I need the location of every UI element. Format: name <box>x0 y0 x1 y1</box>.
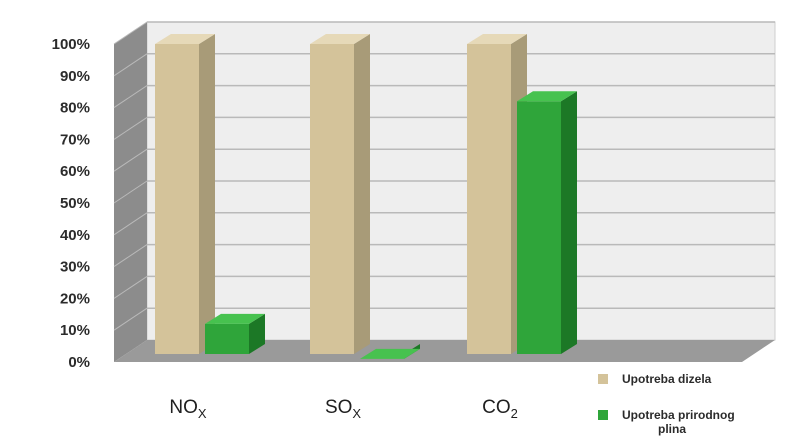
y-tick-label: 40% <box>60 227 90 244</box>
legend-swatch <box>598 374 608 384</box>
y-tick-label: 70% <box>60 131 90 148</box>
bar-top <box>155 34 215 44</box>
floor <box>114 340 775 362</box>
bar <box>155 34 215 354</box>
gridline-side <box>113 53 148 77</box>
y-tick-label: 60% <box>60 163 90 180</box>
gridline-side <box>113 275 148 299</box>
y-tick-label: 90% <box>60 68 90 85</box>
category-subscript: X <box>352 406 361 421</box>
bar-front <box>205 323 249 354</box>
legend-label-line: Upotreba prirodnog <box>622 408 735 422</box>
bar-front <box>310 44 354 354</box>
y-tick-label: 30% <box>60 259 90 276</box>
bar-side <box>199 34 215 354</box>
category-subscript: 2 <box>511 406 518 421</box>
category-main: SO <box>325 397 352 418</box>
gridline-side <box>113 244 148 268</box>
legend-label: Upotreba prirodnog plina <box>622 408 735 436</box>
gridline-side <box>113 85 148 109</box>
gridline-side <box>113 180 148 204</box>
y-tick-label: 100% <box>52 36 90 53</box>
category-main: CO <box>482 397 511 418</box>
x-axis-categories: NOX SOX CO2 <box>169 397 517 421</box>
gridline-side <box>113 21 148 45</box>
y-tick-label: 20% <box>60 290 90 307</box>
x-category-label: SOX <box>325 397 361 421</box>
y-tick-label: 10% <box>60 322 90 339</box>
y-tick-label: 50% <box>60 195 90 212</box>
bar-top <box>360 348 420 359</box>
gridline-side <box>113 307 148 331</box>
bar <box>310 34 370 354</box>
legend-swatch <box>598 410 608 420</box>
bar-top <box>205 313 265 324</box>
bar <box>205 313 265 354</box>
gridline-side <box>113 116 148 140</box>
category-subscript: X <box>198 406 207 421</box>
gridline-side <box>113 148 148 172</box>
bar-front <box>517 101 561 355</box>
bar-top <box>517 91 577 102</box>
bar <box>517 91 577 355</box>
bar-top <box>310 34 370 44</box>
legend: Upotreba dizela Upotreba prirodnog plina <box>598 372 735 436</box>
x-category-label: CO2 <box>482 397 518 421</box>
bar-front <box>467 44 511 354</box>
legend-label: Upotreba dizela <box>622 372 712 386</box>
y-tick-label: 0% <box>68 354 90 371</box>
y-tick-label: 80% <box>60 100 90 117</box>
y-axis-ticks: 0% 10% 20% 30% 40% 50% 60% 70% 80% 90% 100% <box>52 36 90 371</box>
bar-top <box>467 34 527 44</box>
bar-front <box>155 44 199 354</box>
bar <box>360 344 420 359</box>
bar-side <box>561 91 577 355</box>
gridline-side <box>113 212 148 236</box>
legend-label-line: plina <box>658 422 686 436</box>
bars <box>155 34 577 359</box>
category-main: NO <box>169 397 198 418</box>
gridlines <box>113 21 775 331</box>
x-category-label: NOX <box>169 397 207 421</box>
bar-side <box>249 313 265 354</box>
bar-side <box>354 34 370 354</box>
